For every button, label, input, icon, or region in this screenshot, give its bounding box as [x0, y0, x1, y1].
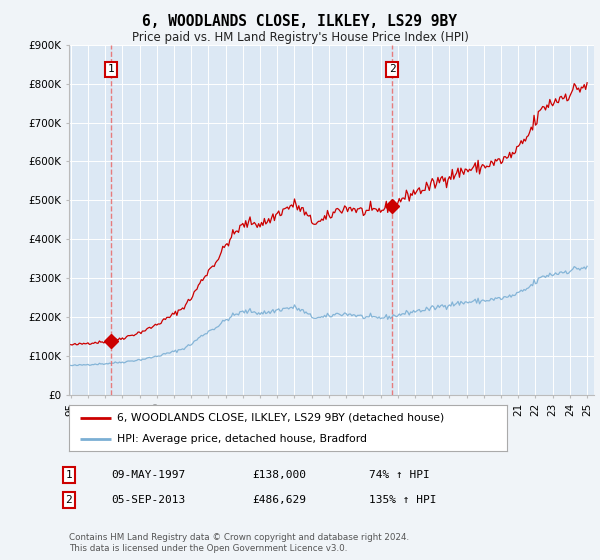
- Text: 6, WOODLANDS CLOSE, ILKLEY, LS29 9BY (detached house): 6, WOODLANDS CLOSE, ILKLEY, LS29 9BY (de…: [117, 413, 445, 423]
- Text: 1: 1: [65, 470, 73, 480]
- Text: £486,629: £486,629: [252, 495, 306, 505]
- Text: 05-SEP-2013: 05-SEP-2013: [111, 495, 185, 505]
- Text: Contains HM Land Registry data © Crown copyright and database right 2024.
This d: Contains HM Land Registry data © Crown c…: [69, 533, 409, 553]
- Text: 6, WOODLANDS CLOSE, ILKLEY, LS29 9BY: 6, WOODLANDS CLOSE, ILKLEY, LS29 9BY: [143, 14, 458, 29]
- Text: 2: 2: [389, 64, 395, 74]
- Text: £138,000: £138,000: [252, 470, 306, 480]
- Text: 09-MAY-1997: 09-MAY-1997: [111, 470, 185, 480]
- Text: 2: 2: [65, 495, 73, 505]
- Text: 135% ↑ HPI: 135% ↑ HPI: [369, 495, 437, 505]
- Text: Price paid vs. HM Land Registry's House Price Index (HPI): Price paid vs. HM Land Registry's House …: [131, 31, 469, 44]
- Text: 1: 1: [108, 64, 115, 74]
- Text: HPI: Average price, detached house, Bradford: HPI: Average price, detached house, Brad…: [117, 435, 367, 444]
- Text: 74% ↑ HPI: 74% ↑ HPI: [369, 470, 430, 480]
